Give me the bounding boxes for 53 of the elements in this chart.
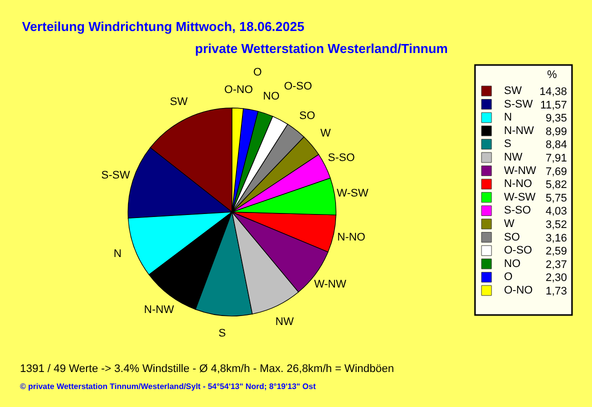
data-label: 7,69 <box>546 166 567 178</box>
chart-title: Verteilung Windrichtung Mittwoch, 18.06.2025 <box>22 19 304 34</box>
data-label: 7,91 <box>546 152 567 164</box>
slice-label: N-NW <box>144 304 175 316</box>
data-label: 5,75 <box>546 192 567 204</box>
data-label: 5,82 <box>546 179 567 192</box>
data-label: 14,38 <box>539 86 567 98</box>
slice-label: NW <box>275 316 294 328</box>
data-label: 3,16 <box>546 232 567 244</box>
data-label: 2,30 <box>546 272 567 284</box>
legend-label: W-SW <box>504 191 536 204</box>
legend-label: O-NO <box>504 284 534 296</box>
slice-label: N-NO <box>337 232 366 244</box>
slice-label: W <box>320 128 332 140</box>
slice-label: S-SW <box>101 170 131 182</box>
legend-label: NO <box>504 258 521 270</box>
data-label: 11,57 <box>540 99 567 112</box>
slice-label: S <box>218 328 226 340</box>
slice-label: W-NW <box>314 278 347 290</box>
legend-label: O-SO <box>504 244 533 257</box>
text: 1391 / 49 Werte -> 3.4% Windstille - Ø 4,8km/h - Max. 26,8km/h = Windböen <box>20 363 394 375</box>
slice-label: NO <box>263 90 280 102</box>
slice-label: SW <box>170 96 188 108</box>
legend-label: SW <box>504 85 522 97</box>
data-label: 2,59 <box>546 246 567 258</box>
slice-label: SO <box>299 110 316 122</box>
legend-label: N-NO <box>504 178 533 190</box>
data-label: 8,99 <box>546 126 567 138</box>
slice-label: O-SO <box>284 80 313 92</box>
legend-label: N <box>504 112 512 124</box>
legend-label: W-NW <box>504 164 537 177</box>
data-label: 2,37 <box>546 258 567 271</box>
legend-label: NW <box>504 152 523 164</box>
slice-label: O-NO <box>224 84 254 96</box>
legend-label: S-SW <box>504 98 534 110</box>
slice-label: S-SO <box>328 152 356 164</box>
legend-label: SO <box>504 231 520 244</box>
data-label: 4,03 <box>546 206 567 218</box>
legend-title: % <box>547 69 558 81</box>
chart-subtitle: private Wetterstation Westerland/Tinnum <box>195 41 448 56</box>
data-label: 8,84 <box>546 139 567 152</box>
slice-label: W-SW <box>336 187 369 200</box>
data-label: 1,73 <box>546 286 567 298</box>
text: © private Wetterstation Tinnum/Westerland/Sylt - 54°54'13" Nord; 8°19'13" Ost <box>20 382 316 391</box>
data-label: 3,52 <box>546 219 567 231</box>
slice-label: N <box>114 248 122 260</box>
slice-label: O <box>253 66 262 78</box>
legend-label: S-SO <box>504 204 532 217</box>
legend-label: O <box>504 271 513 284</box>
legend-label: S <box>504 138 512 150</box>
legend-label: W <box>504 218 515 230</box>
legend-label: N-NW <box>504 124 535 137</box>
data-label: 9,35 <box>546 112 567 125</box>
